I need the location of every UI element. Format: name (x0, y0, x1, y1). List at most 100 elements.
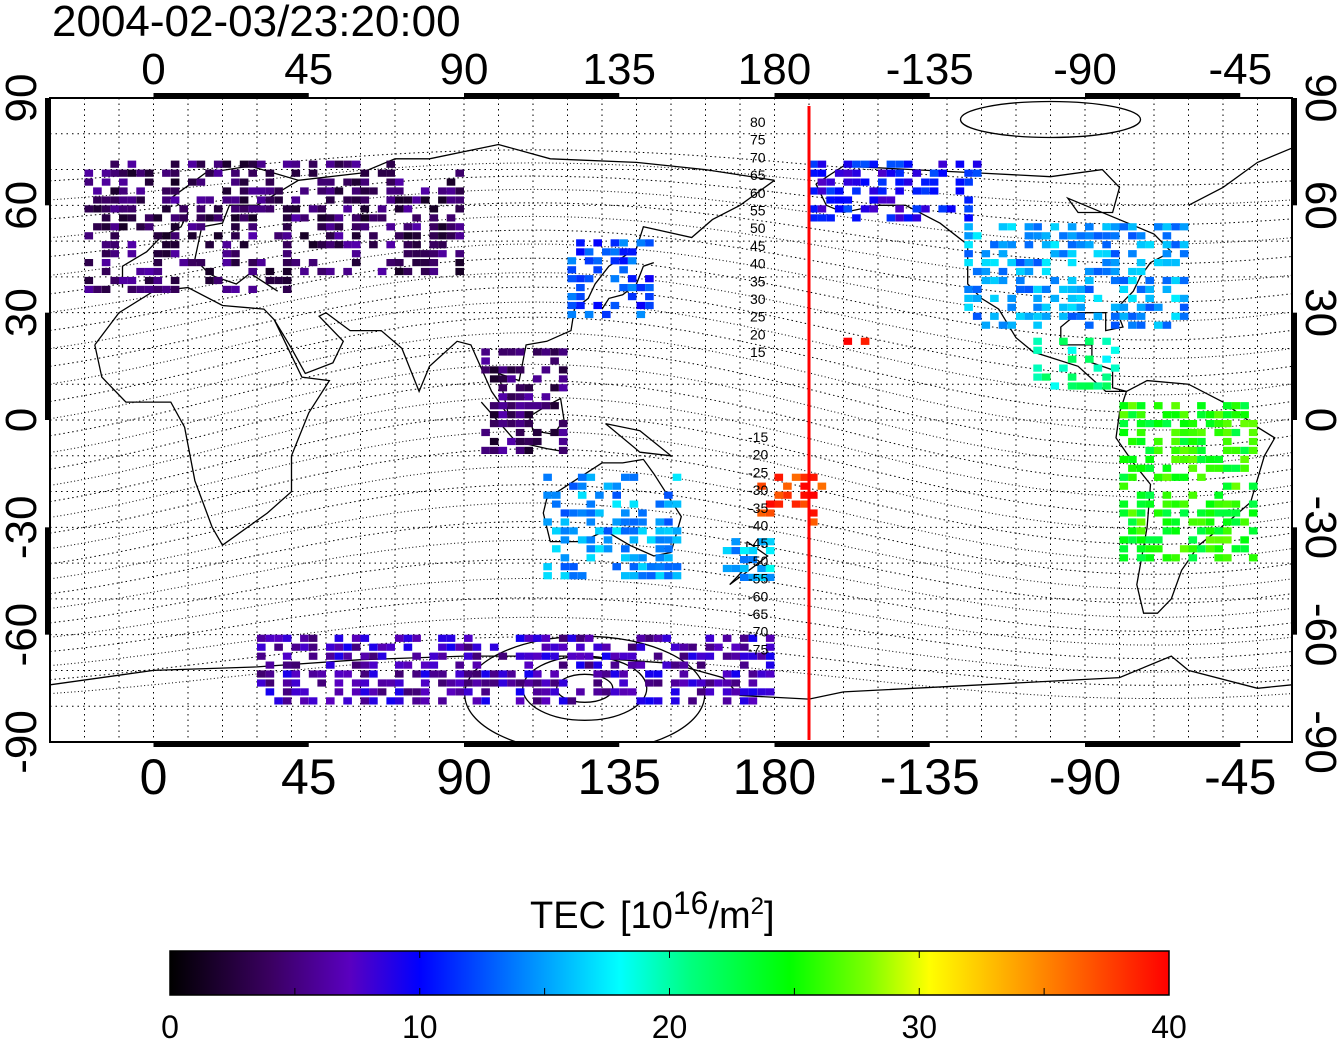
tec-pixel (671, 688, 680, 696)
tec-pixel (1128, 312, 1137, 320)
tec-pixel (558, 437, 568, 446)
tec-pixel (1145, 294, 1154, 302)
tec-pixel (1154, 402, 1163, 410)
lat-tick-label: 90 (1296, 74, 1340, 123)
tec-pixel (1240, 536, 1249, 544)
tec-pixel (1197, 527, 1206, 535)
tec-pixel (403, 241, 413, 249)
tec-pixel (722, 652, 732, 660)
tec-pixel (84, 178, 94, 186)
tec-pixel (550, 348, 559, 356)
right-lat-tick-labels: 90 60 30 0 -30 -60 -90 (1296, 74, 1340, 774)
tec-pixel (489, 366, 499, 374)
tec-pixel (765, 547, 775, 555)
tec-pixel (826, 196, 835, 204)
tec-pixel (1223, 402, 1232, 410)
tec-pixel (170, 187, 180, 195)
tec-pixel (1119, 428, 1129, 437)
tec-pixel (1188, 554, 1198, 562)
tec-pixel (809, 169, 818, 177)
tec-pixel (1231, 482, 1241, 490)
tec-pixel (964, 232, 973, 240)
tec-pixel (1067, 241, 1077, 249)
tec-pixel (1085, 276, 1094, 285)
tec-pixel (326, 160, 335, 168)
tec-pixel (843, 196, 853, 204)
tec-pixel (903, 214, 913, 222)
tec-pixel (550, 670, 559, 678)
tec-pixel (308, 652, 318, 660)
tec-pixel (188, 223, 197, 231)
tec-pixel (1214, 464, 1223, 472)
tec-pixel (1179, 223, 1189, 231)
tec-pixel (765, 688, 775, 696)
tec-pixel (144, 223, 154, 231)
tec-pixel (541, 348, 551, 356)
tec-pixel (602, 310, 611, 319)
tec-pixel (438, 232, 447, 240)
tec-pixel (498, 670, 508, 678)
tec-pixel (360, 670, 370, 678)
tec-pixel (446, 688, 456, 696)
tec-pixel (791, 500, 801, 508)
mlat-label: -50 (748, 553, 768, 569)
tec-pixel (515, 634, 525, 642)
tec-pixel (438, 634, 447, 642)
tec-pixel (429, 267, 439, 276)
tec-pixel (550, 357, 559, 365)
tec-pixel (1205, 527, 1215, 535)
tec-pixel (1205, 509, 1215, 517)
tec-pixel (740, 643, 749, 651)
tec-pixel (964, 294, 973, 302)
mlat-label: 30 (750, 291, 766, 307)
tec-pixel (602, 652, 611, 660)
tec-pixel (558, 375, 568, 383)
tec-pixel (619, 257, 628, 265)
tec-pixel (1076, 312, 1085, 320)
tec-pixel (170, 196, 180, 204)
tec-pixel (1110, 250, 1120, 258)
tec-pixel (655, 536, 665, 544)
tec-pixel (110, 232, 119, 240)
mlat-contour (50, 413, 1292, 514)
tec-pixel (524, 393, 533, 401)
tec-pixel (696, 652, 706, 660)
tec-pixel (1085, 267, 1094, 276)
tec-pixel (300, 214, 309, 222)
tec-pixel (1119, 500, 1129, 508)
tec-pixel (567, 310, 577, 319)
tec-pixel (809, 473, 818, 481)
tec-pixel (998, 321, 1008, 329)
map-area: 8075706560555045403530252015-15-20-25-30… (45, 93, 1297, 747)
tec-pixel (636, 301, 646, 310)
tec-pixel (1197, 509, 1206, 517)
tec-pixel (809, 205, 818, 213)
tec-pixel (1119, 312, 1129, 320)
tec-pixel (231, 214, 240, 222)
tec-pixel (360, 652, 370, 660)
tec-pixel (291, 661, 301, 669)
tec-pixel (576, 301, 585, 310)
tec-pixel (645, 284, 654, 292)
tec-pixel (543, 572, 552, 580)
tec-pixel (990, 259, 999, 267)
tec-pixel (1145, 464, 1154, 472)
tec-pixel (93, 285, 102, 293)
tec-pixel (671, 697, 680, 705)
tec-pixel (852, 214, 861, 222)
tec-pixel (1102, 337, 1111, 345)
tec-pixel (412, 670, 421, 678)
tec-pixel (1136, 464, 1146, 472)
tec-pixel (636, 661, 646, 669)
tec-pixel (1197, 411, 1206, 419)
tec-pixel (1128, 518, 1137, 526)
tec-pixel (757, 652, 766, 660)
tec-pixel (541, 366, 551, 374)
tec-pixel (248, 160, 257, 168)
tec-pixel (343, 178, 352, 186)
tec-pixel (1102, 250, 1111, 258)
tec-pixel (1085, 321, 1094, 329)
tec-pixel (912, 205, 922, 213)
map-title: 2004-02-03/23:20:00 (52, 0, 461, 46)
tec-pixel (731, 652, 740, 660)
